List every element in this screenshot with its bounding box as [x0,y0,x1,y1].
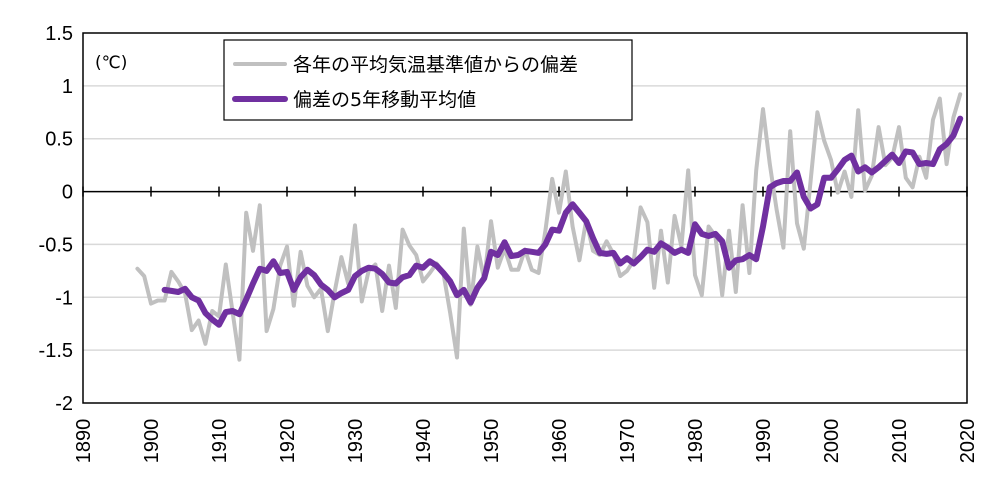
y-tick-label: -2 [55,393,73,415]
series-lines [135,92,964,362]
series-annual-deviation [135,92,963,362]
x-tick-label: 1960 [549,419,571,464]
y-tick-label: -0.5 [39,234,73,256]
y-tick-label: 0 [62,182,73,204]
x-tick-label: 1920 [277,419,299,464]
y-tick-label: -1.5 [39,340,73,362]
x-tick-label: 2020 [957,419,979,464]
x-tick-label: 1950 [481,419,503,464]
plot-area-frame [82,32,968,404]
x-tick-label: 1940 [413,419,435,464]
series-5yr-moving-average [161,115,964,328]
x-tick-label: 1930 [345,419,367,464]
legend-box [223,39,633,121]
unit-label: (℃) [95,53,127,73]
y-tick-label: 1.5 [45,23,73,45]
y-tick-label: 1 [62,76,73,98]
x-tick-label: 2000 [821,419,843,464]
x-axis-ticks: 1890 1900 1910 1920 1930 1940 1950 1960 1970 1980… [73,186,979,464]
legend-label-moving-average: 偏差の5年移動平均値 [293,89,476,111]
x-tick-label: 1990 [753,419,775,464]
x-tick-label: 1980 [685,419,707,464]
gridlines [83,85,967,351]
x-tick-label: 1900 [141,419,163,464]
x-tick-label: 2010 [889,419,911,464]
x-tick-label: 1890 [73,419,95,464]
y-tick-label: -1 [55,287,73,309]
x-tick-label: 1970 [617,419,639,464]
x-tick-label: 1910 [209,419,231,464]
y-axis-ticks: 1.5 1 0.5 0 -0.5 -1 -1.5 -2 [39,23,73,415]
legend: 各年の平均気温基準値からの偏差 偏差の5年移動平均値 [223,39,633,121]
y-tick-label: 0.5 [45,129,73,151]
legend-label-annual: 各年の平均気温基準値からの偏差 [293,54,578,76]
